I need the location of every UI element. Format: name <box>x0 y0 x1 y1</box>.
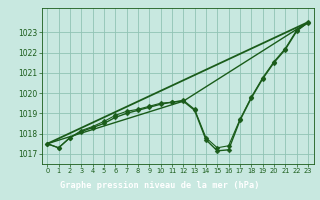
Text: Graphe pression niveau de la mer (hPa): Graphe pression niveau de la mer (hPa) <box>60 182 260 190</box>
